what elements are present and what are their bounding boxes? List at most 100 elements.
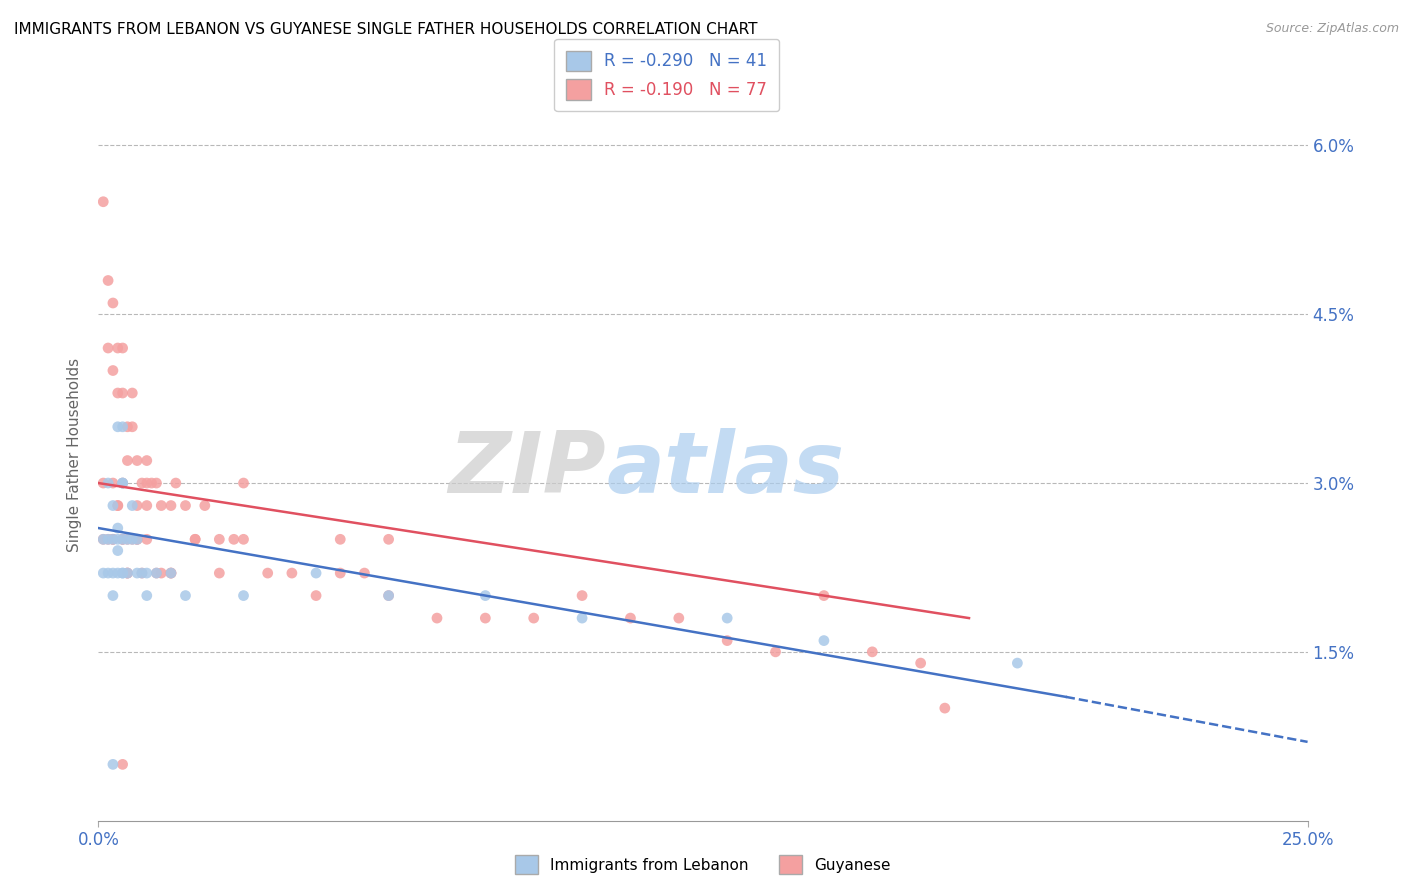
Point — [184, 533, 207, 547]
Point — [160, 566, 183, 580]
Legend: R = -0.290   N = 41, R = -0.190   N = 77: R = -0.290 N = 41, R = -0.190 N = 77 — [554, 39, 779, 112]
Point — [131, 566, 153, 580]
Point — [101, 296, 124, 310]
Point — [111, 566, 134, 580]
Point — [121, 386, 143, 401]
Point — [127, 499, 149, 513]
Point — [150, 499, 173, 513]
Point — [160, 499, 183, 513]
Point — [111, 566, 134, 580]
Point — [329, 566, 352, 580]
Point — [571, 589, 593, 603]
Point — [232, 476, 254, 491]
Point — [813, 633, 835, 648]
Point — [97, 533, 120, 547]
Point — [208, 566, 231, 580]
Point — [377, 589, 399, 603]
Point — [377, 533, 399, 547]
Point — [117, 566, 139, 580]
Point — [111, 533, 134, 547]
Point — [127, 566, 149, 580]
Point — [135, 453, 157, 467]
Point — [121, 533, 143, 547]
Point — [135, 566, 157, 580]
Point — [135, 589, 157, 603]
Text: atlas: atlas — [606, 428, 845, 511]
Point — [174, 499, 197, 513]
Point — [117, 453, 139, 467]
Point — [107, 543, 129, 558]
Point — [208, 533, 231, 547]
Point — [127, 533, 149, 547]
Point — [121, 499, 143, 513]
Point — [194, 499, 217, 513]
Point — [305, 589, 328, 603]
Point — [111, 533, 134, 547]
Point — [97, 533, 120, 547]
Point — [150, 566, 173, 580]
Point — [111, 533, 134, 547]
Point — [131, 566, 153, 580]
Point — [117, 566, 139, 580]
Point — [107, 341, 129, 355]
Y-axis label: Single Father Households: Single Father Households — [67, 358, 83, 552]
Point — [232, 589, 254, 603]
Point — [91, 566, 114, 580]
Point — [111, 419, 134, 434]
Point — [91, 533, 114, 547]
Point — [111, 476, 134, 491]
Point — [101, 499, 124, 513]
Point — [101, 757, 124, 772]
Point — [145, 476, 167, 491]
Point — [111, 476, 134, 491]
Point — [305, 566, 328, 580]
Point — [91, 533, 114, 547]
Text: IMMIGRANTS FROM LEBANON VS GUYANESE SINGLE FATHER HOUSEHOLDS CORRELATION CHART: IMMIGRANTS FROM LEBANON VS GUYANESE SING… — [14, 22, 758, 37]
Point — [910, 656, 932, 670]
Point — [91, 476, 114, 491]
Point — [107, 499, 129, 513]
Point — [127, 453, 149, 467]
Point — [523, 611, 546, 625]
Point — [474, 611, 496, 625]
Point — [97, 476, 120, 491]
Point — [232, 533, 254, 547]
Point — [135, 476, 157, 491]
Point — [668, 611, 690, 625]
Point — [222, 533, 245, 547]
Point — [619, 611, 641, 625]
Point — [1007, 656, 1029, 670]
Point — [117, 533, 139, 547]
Point — [107, 533, 129, 547]
Point — [160, 566, 183, 580]
Point — [101, 589, 124, 603]
Point — [111, 476, 134, 491]
Point — [813, 589, 835, 603]
Point — [135, 499, 157, 513]
Point — [174, 589, 197, 603]
Point — [184, 533, 207, 547]
Point — [160, 566, 183, 580]
Point — [353, 566, 375, 580]
Point — [101, 363, 124, 377]
Text: ZIP: ZIP — [449, 428, 606, 511]
Point — [934, 701, 956, 715]
Point — [107, 419, 129, 434]
Point — [111, 757, 134, 772]
Point — [716, 611, 738, 625]
Point — [97, 566, 120, 580]
Point — [256, 566, 278, 580]
Point — [121, 533, 143, 547]
Legend: Immigrants from Lebanon, Guyanese: Immigrants from Lebanon, Guyanese — [509, 849, 897, 880]
Point — [860, 645, 883, 659]
Point — [474, 589, 496, 603]
Point — [101, 566, 124, 580]
Point — [117, 566, 139, 580]
Point — [107, 521, 129, 535]
Point — [97, 273, 120, 287]
Point — [117, 419, 139, 434]
Text: Source: ZipAtlas.com: Source: ZipAtlas.com — [1265, 22, 1399, 36]
Point — [91, 194, 114, 209]
Point — [135, 533, 157, 547]
Point — [101, 533, 124, 547]
